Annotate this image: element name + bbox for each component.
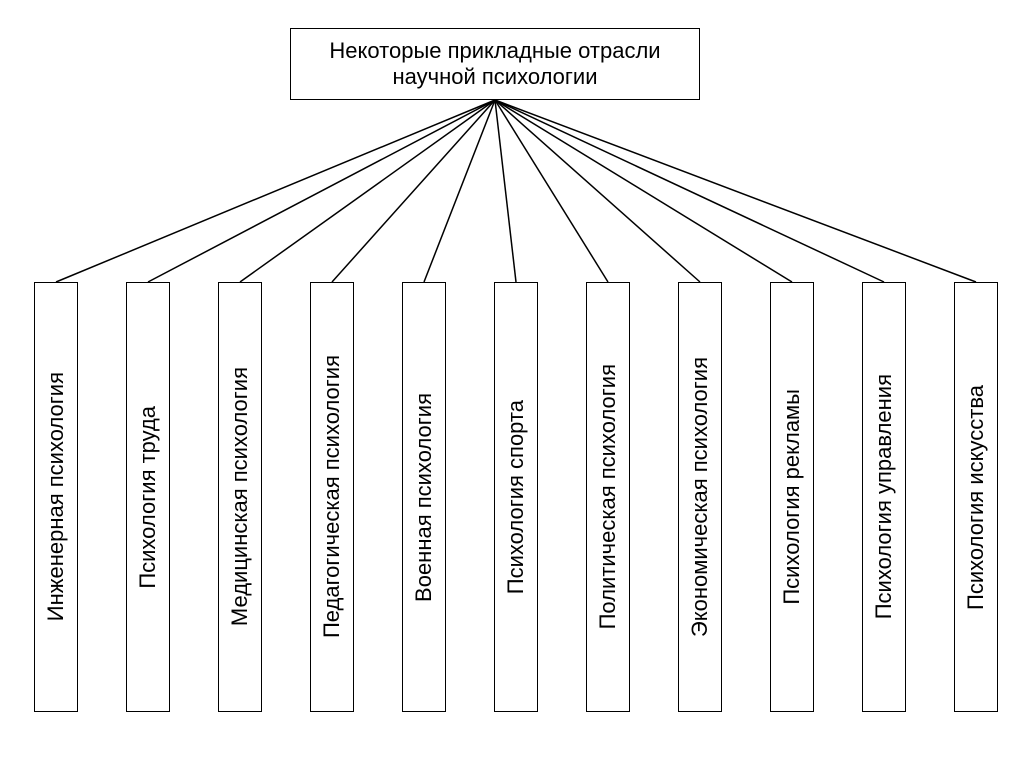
root-title-line2: научной психологии: [392, 64, 597, 90]
branch-label: Психология спорта: [503, 400, 529, 594]
branch-node: Экономическая психология: [678, 282, 722, 712]
branch-label: Военная психология: [411, 393, 437, 602]
branch-node: Психология управления: [862, 282, 906, 712]
branch-node: Психология рекламы: [770, 282, 814, 712]
root-node: Некоторые прикладные отрасли научной пси…: [290, 28, 700, 100]
branch-label: Психология управления: [871, 374, 897, 619]
branch-node: Инженерная психология: [34, 282, 78, 712]
branch-node: Психология труда: [126, 282, 170, 712]
branch-node: Педагогическая психология: [310, 282, 354, 712]
branch-label: Психология труда: [135, 406, 161, 589]
branch-node: Психология искусства: [954, 282, 998, 712]
root-title-line1: Некоторые прикладные отрасли: [329, 38, 660, 64]
branch-label: Педагогическая психология: [319, 355, 345, 638]
branch-label: Психология искусства: [963, 385, 989, 610]
branch-node: Психология спорта: [494, 282, 538, 712]
branch-label: Политическая психология: [595, 364, 621, 629]
branch-label: Инженерная психология: [43, 372, 69, 621]
branch-node: Медицинская психология: [218, 282, 262, 712]
branch-node: Политическая психология: [586, 282, 630, 712]
branch-label: Экономическая психология: [687, 357, 713, 637]
branch-node: Военная психология: [402, 282, 446, 712]
branch-label: Медицинская психология: [227, 367, 253, 626]
branch-label: Психология рекламы: [779, 389, 805, 605]
